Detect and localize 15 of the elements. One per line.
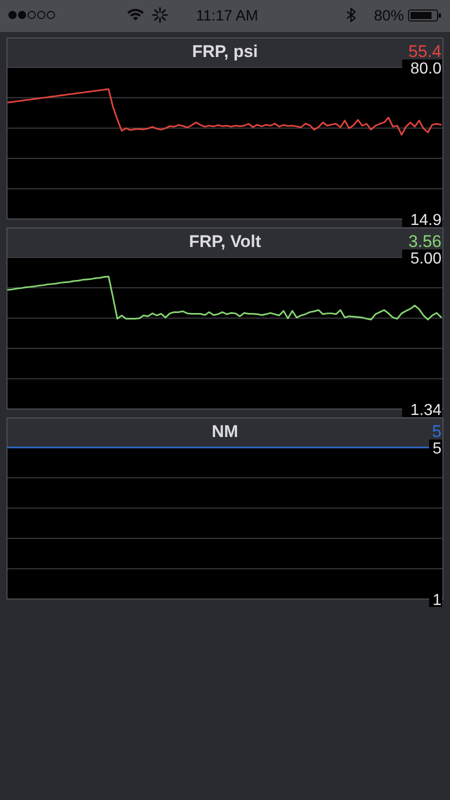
- text: 3.56: [408, 232, 442, 251]
- y-tick-label: 14.9: [410, 212, 442, 229]
- line-series: [7, 88, 442, 136]
- line-series: [7, 276, 442, 320]
- y-tick-label: 5: [432, 440, 442, 458]
- y-tick-label: 5.00: [410, 250, 442, 268]
- y-tick-label: 1.34: [410, 402, 442, 419]
- chart-title: FRP, Volt: [188, 232, 262, 251]
- chart-title: FRP, psi: [192, 42, 258, 61]
- text: 55.4: [408, 42, 442, 61]
- text: 11:17 AM: [196, 8, 258, 24]
- chart-title: NM: [212, 422, 238, 441]
- y-tick-label: 1: [432, 592, 442, 609]
- y-tick-label: 80.0: [410, 60, 442, 78]
- text: 80%: [374, 8, 404, 24]
